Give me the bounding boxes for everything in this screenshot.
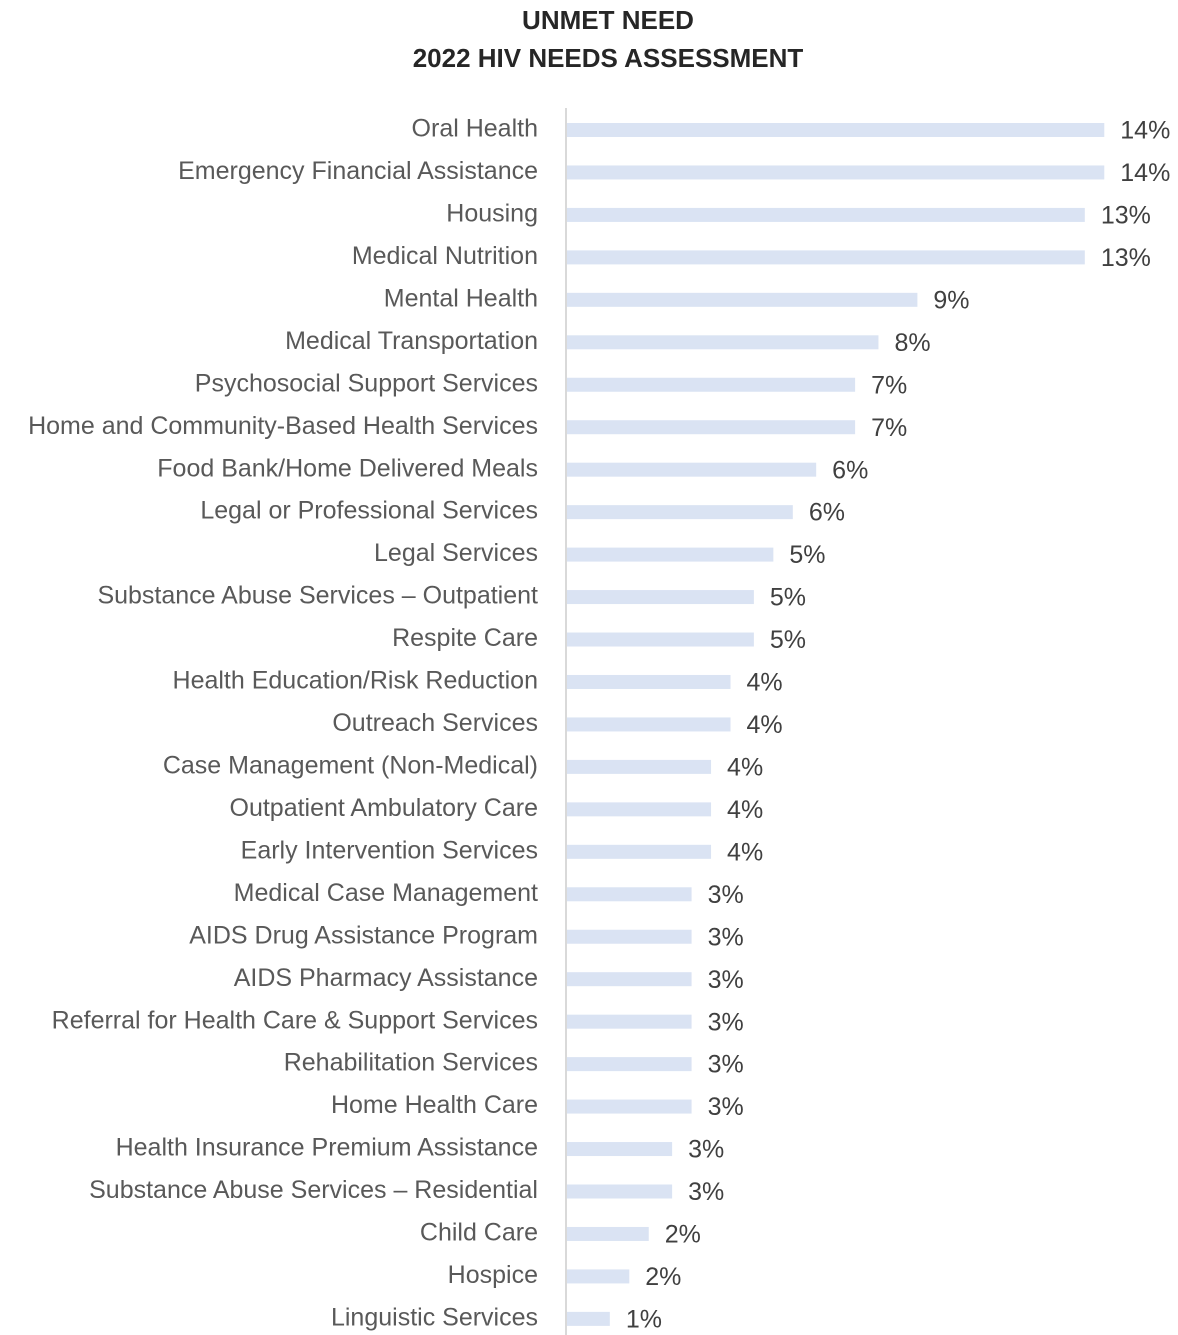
value-label: 4% (747, 669, 783, 697)
value-label: 6% (809, 499, 845, 527)
value-label: 3% (688, 1136, 724, 1164)
value-label: 9% (933, 286, 969, 314)
category-label: Oral Health (412, 115, 538, 143)
bar (567, 972, 692, 987)
bar (567, 802, 712, 817)
value-label: 7% (871, 371, 907, 399)
value-label: 4% (727, 754, 763, 782)
value-label: 5% (770, 626, 806, 654)
category-label: Medical Nutrition (352, 242, 538, 270)
chart-subtitle: 2022 HIV NEEDS ASSESSMENT (413, 43, 804, 73)
category-label: Medical Case Management (234, 879, 538, 907)
category-label: Legal or Professional Services (200, 497, 538, 525)
value-label: 3% (688, 1178, 724, 1206)
category-label: Respite Care (392, 624, 538, 652)
value-label: 8% (894, 329, 930, 357)
bar (567, 759, 712, 774)
category-label: AIDS Drug Assistance Program (189, 921, 538, 949)
bar (567, 335, 879, 350)
bar (567, 1311, 610, 1326)
category-label: Rehabilitation Services (284, 1049, 538, 1077)
value-label: 7% (871, 414, 907, 442)
value-label: 3% (708, 1093, 744, 1121)
bar (567, 165, 1105, 180)
value-label: 5% (789, 541, 825, 569)
bar (567, 887, 692, 902)
category-label: Case Management (Non-Medical) (163, 752, 538, 780)
category-label: Emergency Financial Assistance (178, 157, 538, 185)
bar (567, 1057, 692, 1072)
value-label: 13% (1101, 202, 1151, 230)
bar (567, 420, 856, 435)
value-label: 4% (727, 796, 763, 824)
bar (567, 1184, 673, 1199)
category-label: Health Education/Risk Reduction (173, 667, 538, 695)
value-label: 3% (708, 923, 744, 951)
value-label: 3% (708, 1008, 744, 1036)
category-label: Health Insurance Premium Assistance (116, 1134, 538, 1162)
bar (567, 1099, 692, 1114)
category-label: Linguistic Services (331, 1303, 538, 1331)
value-label: 14% (1120, 159, 1170, 187)
bar (567, 717, 731, 732)
bar (567, 929, 692, 944)
category-label: Substance Abuse Services – Outpatient (97, 582, 538, 610)
category-label: Early Intervention Services (241, 836, 538, 864)
category-label: Referral for Health Care & Support Servi… (52, 1006, 538, 1034)
bar (567, 207, 1085, 222)
category-label: Mental Health (384, 284, 538, 312)
category-label: Housing (446, 200, 538, 228)
value-label: 13% (1101, 244, 1151, 272)
bar (567, 590, 754, 605)
category-label: Child Care (420, 1219, 538, 1247)
bar (567, 1014, 692, 1029)
category-label: Food Bank/Home Delivered Meals (157, 454, 538, 482)
value-label: 3% (708, 966, 744, 994)
value-label: 3% (708, 881, 744, 909)
bar (567, 505, 793, 520)
bar (567, 462, 817, 477)
value-label: 4% (747, 711, 783, 739)
bar (567, 292, 918, 307)
value-label: 2% (665, 1221, 701, 1249)
bar (567, 632, 754, 647)
category-label: Outreach Services (332, 709, 538, 737)
category-label: Home Health Care (331, 1091, 538, 1119)
category-label: Medical Transportation (285, 327, 538, 355)
bar (567, 1142, 673, 1157)
bar (567, 547, 774, 562)
category-label: Legal Services (374, 539, 538, 567)
bar (567, 123, 1105, 137)
bar (567, 377, 856, 392)
category-label: Hospice (448, 1261, 538, 1289)
category-label: Outpatient Ambulatory Care (230, 794, 539, 822)
value-label: 14% (1120, 117, 1170, 145)
value-label: 2% (645, 1263, 681, 1291)
value-label: 4% (727, 838, 763, 866)
chart-title: UNMET NEED (522, 5, 694, 35)
bar (567, 674, 731, 689)
category-label: Substance Abuse Services – Residential (89, 1176, 538, 1204)
bar (567, 1226, 649, 1241)
bar (567, 844, 712, 859)
category-label: Psychosocial Support Services (195, 369, 538, 397)
value-label: 5% (770, 584, 806, 612)
category-label: Home and Community-Based Health Services (28, 412, 538, 440)
bar (567, 1269, 630, 1284)
value-label: 3% (708, 1051, 744, 1079)
value-label: 1% (626, 1305, 662, 1333)
value-label: 6% (832, 456, 868, 484)
bar (567, 250, 1085, 265)
category-label: AIDS Pharmacy Assistance (234, 964, 538, 992)
